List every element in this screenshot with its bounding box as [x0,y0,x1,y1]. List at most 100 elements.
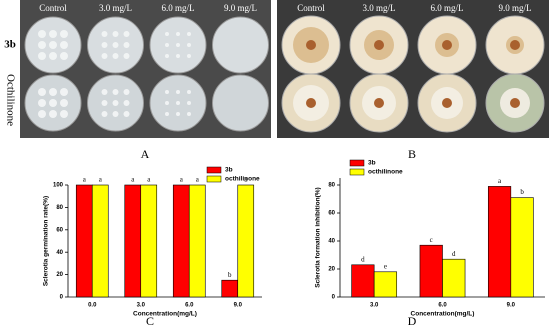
colony [38,110,46,118]
colony [49,88,57,96]
bar [510,197,534,298]
colony [38,52,46,60]
colony [165,32,169,36]
colony [38,41,46,49]
colony [165,112,169,116]
panel-label: A [141,147,150,161]
row-label: 3b [4,39,16,51]
significance-letter: b [520,188,524,196]
y-tick-label: 80 [56,205,63,211]
y-tick-label: 40 [56,250,63,256]
colony [123,31,130,37]
colony [49,30,57,38]
panel-label: D [408,314,417,328]
column-label: Control [297,3,325,13]
column-label: 6.0 mg/L [162,3,195,13]
column-label: 3.0 mg/L [363,3,396,13]
colony [123,89,130,95]
significance-letter: b [228,271,232,279]
colony [112,100,119,106]
colony [123,53,130,59]
bar [172,184,190,298]
significance-letter: a [147,176,151,184]
legend-label: 3b [225,167,233,174]
colony [49,110,57,118]
colony [60,52,68,60]
colony [165,90,169,94]
colony [49,41,57,49]
x-tick-label: 6.0 [438,303,447,309]
bar [442,258,466,298]
x-tick-label: 3.0 [137,303,146,309]
y-tick-label: 40 [328,239,335,245]
legend-swatch [206,166,222,174]
panel-label: B [408,147,416,161]
legend-swatch [349,159,365,167]
significance-letter: a [244,176,248,184]
bar [373,271,398,298]
bar [487,186,512,298]
colony-center [306,40,316,50]
colony [112,31,119,37]
y-tick-label: 0 [332,295,336,301]
colony [38,99,46,107]
colony [112,89,119,95]
column-label: 9.0 mg/L [499,3,532,13]
colony [176,43,180,47]
x-axis-label: Concentration(mg/L) [411,311,475,318]
panel-label: C [146,314,154,328]
colony [176,101,180,105]
colony-center [374,98,384,108]
colony [60,88,68,96]
colony [60,99,68,107]
bar [419,244,443,298]
legend-label: octhilinone [225,176,260,183]
x-tick-label: 0.0 [88,303,97,309]
bar [188,184,206,298]
significance-letter: d [452,250,456,258]
colony [123,100,130,106]
y-tick-label: 20 [328,267,335,273]
colony [101,111,108,117]
colony [187,90,191,94]
petri-dish [212,74,269,132]
colony [60,110,68,118]
bar [75,184,93,298]
colony [49,99,57,107]
y-tick-label: 80 [328,183,335,189]
bar [221,279,239,298]
significance-letter: d [361,255,365,263]
column-label: 9.0 mg/L [224,3,257,13]
colony [101,31,108,37]
significance-letter: a [196,176,200,184]
colony-center [442,40,452,50]
colony-center [442,98,452,108]
bar [351,264,375,298]
colony [112,42,119,48]
legend-label: 3b [368,160,376,167]
colony [60,41,68,49]
colony-center [510,40,520,50]
colony [187,43,191,47]
x-axis-label: Concentration(mg/L) [133,311,197,318]
y-tick-label: 0 [60,295,64,301]
colony [176,32,180,36]
colony [60,30,68,38]
significance-letter: c [430,236,433,244]
y-tick-label: 60 [56,227,63,233]
y-tick-label: 100 [53,183,64,189]
colony [165,101,169,105]
colony [176,54,180,58]
colony [101,100,108,106]
colony [101,89,108,95]
y-tick-label: 60 [328,211,335,217]
colony [123,42,130,48]
legend-swatch [206,175,222,183]
colony-center [510,98,520,108]
colony [38,30,46,38]
x-tick-label: 9.0 [507,303,516,309]
colony [187,112,191,116]
row-label: Octhilinone [4,74,16,126]
significance-letter: a [131,176,135,184]
